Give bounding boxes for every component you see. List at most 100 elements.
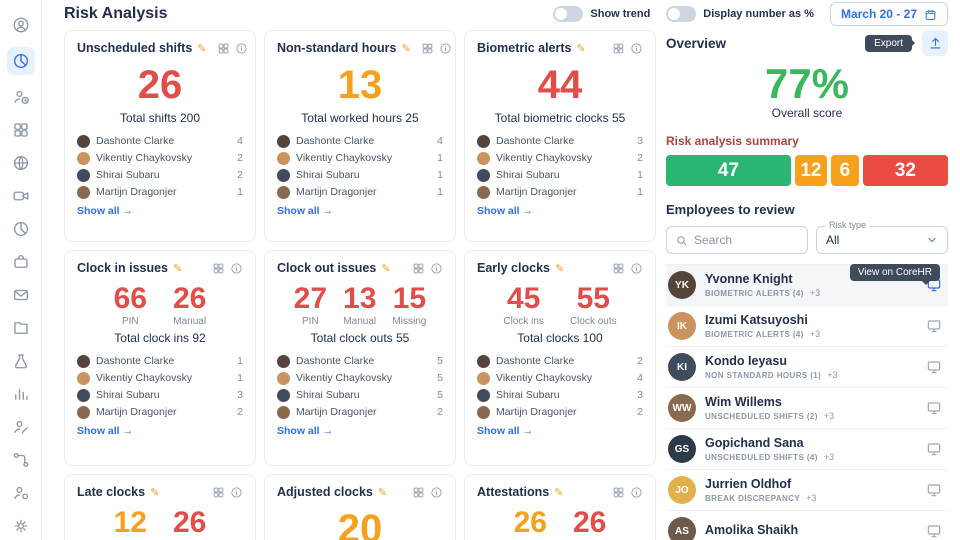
edit-icon[interactable]: ✎ — [381, 262, 391, 275]
bar-chart-icon[interactable] — [10, 383, 32, 405]
show-all-link[interactable]: Show all → — [277, 425, 334, 437]
edit-icon[interactable]: ✎ — [377, 486, 388, 499]
briefcase-icon[interactable] — [10, 251, 32, 273]
edit-icon[interactable]: ✎ — [554, 262, 565, 275]
summary-segment[interactable]: 6 — [830, 155, 859, 186]
card-employee-row[interactable]: Martijn Dragonjer 1 — [77, 184, 243, 200]
info-icon[interactable] — [430, 262, 443, 275]
card-employee-row[interactable]: Martijn Dragonjer 2 — [277, 404, 443, 420]
user-clock-icon[interactable] — [10, 86, 32, 108]
card-employee-row[interactable]: Dashonte Clarke 3 — [477, 133, 643, 149]
card-employee-row[interactable]: Shirai Subaru 2 — [77, 167, 243, 183]
card-employee-row[interactable]: Shirai Subaru 5 — [277, 387, 443, 403]
info-icon[interactable] — [630, 486, 643, 499]
table-view-icon[interactable] — [212, 262, 225, 275]
flask-icon[interactable] — [10, 350, 32, 372]
info-icon[interactable] — [235, 42, 248, 55]
toggle-switch[interactable] — [553, 6, 584, 22]
table-view-icon[interactable] — [212, 486, 225, 499]
info-icon[interactable] — [630, 42, 643, 55]
card-employee-row[interactable]: Dashonte Clarke 2 — [477, 353, 643, 369]
arrow-right-icon: → — [322, 425, 334, 437]
card-employee-row[interactable]: Martijn Dragonjer 1 — [477, 184, 643, 200]
corehr-icon[interactable] — [926, 318, 942, 334]
card-employee-row[interactable]: Vikentiy Chaykovsky 4 — [477, 370, 643, 386]
workflow-icon[interactable] — [10, 449, 32, 471]
globe-icon[interactable] — [10, 152, 32, 174]
corehr-icon[interactable] — [926, 359, 942, 375]
show-trend-toggle[interactable]: Show trend — [553, 6, 650, 22]
card-employee-row[interactable]: Vikentiy Chaykovsky 1 — [277, 150, 443, 166]
card-employee-row[interactable]: Vikentiy Chaykovsky 2 — [477, 150, 643, 166]
employee-row[interactable]: AS Amolika Shaikh — [666, 511, 948, 540]
search-input[interactable] — [694, 233, 799, 247]
edit-icon[interactable]: ✎ — [554, 486, 564, 499]
card-employee-row[interactable]: Dashonte Clarke 5 — [277, 353, 443, 369]
mail-icon[interactable] — [10, 284, 32, 306]
edit-icon[interactable]: ✎ — [173, 262, 183, 275]
settings-icon[interactable] — [10, 515, 32, 537]
edit-icon[interactable]: ✎ — [150, 486, 160, 499]
table-view-icon[interactable] — [412, 486, 425, 499]
date-range-picker[interactable]: March 20 - 27 — [829, 2, 948, 26]
table-view-icon[interactable] — [421, 42, 434, 55]
user-gear-icon[interactable] — [10, 482, 32, 504]
table-view-icon[interactable] — [217, 42, 230, 55]
video-icon[interactable] — [10, 185, 32, 207]
card-employee-row[interactable]: Dashonte Clarke 4 — [77, 133, 243, 149]
corehr-icon[interactable] — [926, 482, 942, 498]
employee-row[interactable]: GS Gopichand Sana UNSCHEDULED SHIFTS (4)… — [666, 429, 948, 470]
card-employee-row[interactable]: Martijn Dragonjer 1 — [277, 184, 443, 200]
toggle-switch[interactable] — [666, 6, 697, 22]
info-icon[interactable] — [430, 486, 443, 499]
summary-segment[interactable]: 47 — [666, 155, 791, 186]
export-button[interactable] — [922, 30, 948, 56]
table-view-icon[interactable] — [612, 486, 625, 499]
user-profile-icon[interactable] — [10, 14, 32, 36]
risk-type-select[interactable]: Risk type All — [816, 220, 948, 254]
card-employee-row[interactable]: Dashonte Clarke 4 — [277, 133, 443, 149]
employee-row[interactable]: IK Izumi Katsuyoshi BIOMETRIC ALERTS (4)… — [666, 306, 948, 347]
edit-icon[interactable]: ✎ — [401, 42, 411, 55]
show-all-link[interactable]: Show all → — [77, 205, 134, 217]
info-icon[interactable] — [630, 262, 643, 275]
card-employee-row[interactable]: Vikentiy Chaykovsky 5 — [277, 370, 443, 386]
apps-grid-icon[interactable] — [10, 119, 32, 141]
card-employee-row[interactable]: Shirai Subaru 3 — [77, 387, 243, 403]
show-all-link[interactable]: Show all → — [477, 205, 534, 217]
card-employee-row[interactable]: Shirai Subaru 1 — [277, 167, 443, 183]
show-all-link[interactable]: Show all → — [77, 425, 134, 437]
employee-row[interactable]: JO Jurrien Oldhof BREAK DISCREPANCY +3 — [666, 470, 948, 511]
info-icon[interactable] — [439, 42, 452, 55]
employee-name: Dashonte Clarke — [296, 355, 375, 367]
employee-search[interactable] — [666, 226, 808, 254]
employee-row[interactable]: KI Kondo Ieyasu NON STANDARD HOURS (1) +… — [666, 347, 948, 388]
corehr-icon[interactable] — [926, 523, 942, 539]
corehr-icon[interactable] — [926, 400, 942, 416]
summary-segment[interactable]: 12 — [794, 155, 827, 186]
card-employee-row[interactable]: Dashonte Clarke 1 — [77, 353, 243, 369]
table-view-icon[interactable] — [412, 262, 425, 275]
card-employee-row[interactable]: Shirai Subaru 3 — [477, 387, 643, 403]
corehr-icon[interactable] — [926, 441, 942, 457]
employee-row[interactable]: WW Wim Willems UNSCHEDULED SHIFTS (2) +3 — [666, 388, 948, 429]
risk-analysis-icon[interactable] — [6, 47, 35, 75]
display-percent-toggle[interactable]: Display number as % — [666, 6, 814, 22]
table-view-icon[interactable] — [612, 42, 625, 55]
show-all-link[interactable]: Show all → — [277, 205, 334, 217]
card-employee-row[interactable]: Vikentiy Chaykovsky 2 — [77, 150, 243, 166]
card-employee-row[interactable]: Vikentiy Chaykovsky 1 — [77, 370, 243, 386]
card-employee-row[interactable]: Shirai Subaru 1 — [477, 167, 643, 183]
edit-icon[interactable]: ✎ — [197, 42, 207, 55]
card-employee-row[interactable]: Martijn Dragonjer 2 — [477, 404, 643, 420]
show-all-link[interactable]: Show all → — [477, 425, 534, 437]
info-icon[interactable] — [230, 262, 243, 275]
pie-chart-icon[interactable] — [10, 218, 32, 240]
user-edit-icon[interactable] — [10, 416, 32, 438]
folder-icon[interactable] — [10, 317, 32, 339]
edit-icon[interactable]: ✎ — [576, 42, 586, 55]
card-employee-row[interactable]: Martijn Dragonjer 2 — [77, 404, 243, 420]
info-icon[interactable] — [230, 486, 243, 499]
summary-segment[interactable]: 32 — [862, 155, 948, 186]
table-view-icon[interactable] — [612, 262, 625, 275]
